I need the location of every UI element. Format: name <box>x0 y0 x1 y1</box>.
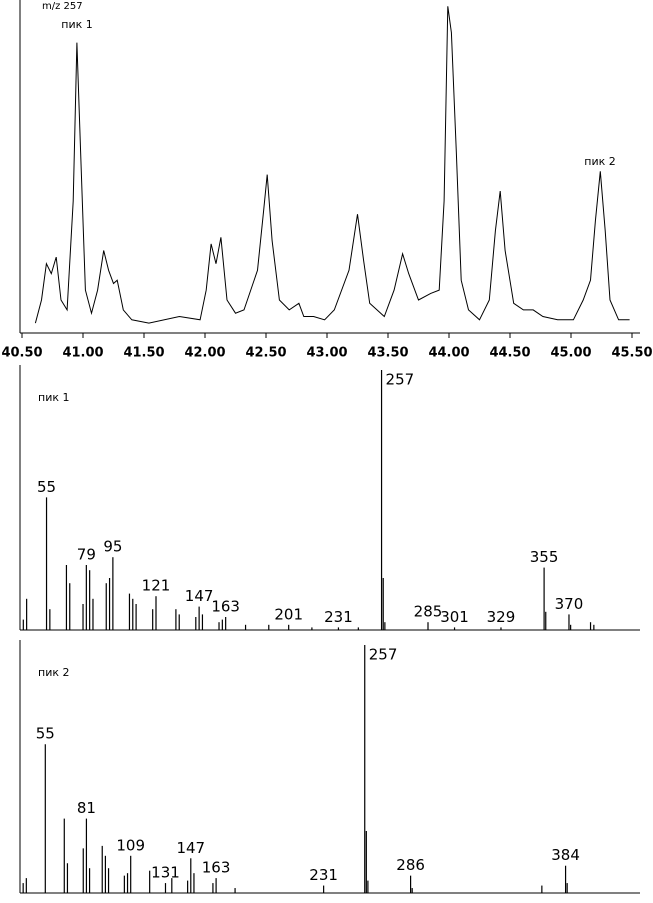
peak-label: 286 <box>396 856 425 874</box>
x-tick-label: 45.50 <box>611 346 652 361</box>
peak-label: 131 <box>151 864 180 882</box>
x-tick-label: 42.50 <box>245 346 286 361</box>
chart-title: m/z 257 <box>42 1 83 12</box>
peak-label: 109 <box>116 836 145 854</box>
x-tick-label: 45.00 <box>550 346 591 361</box>
peak-label: 201 <box>274 605 303 623</box>
peak-label: 384 <box>551 846 580 864</box>
peak-label: 121 <box>142 577 171 595</box>
peak-label: 329 <box>487 608 516 626</box>
chart-title: пик 1 <box>38 391 69 404</box>
peak-label: 147 <box>185 587 214 605</box>
peak-label: 355 <box>530 548 559 566</box>
peak-label: 55 <box>36 725 55 743</box>
x-tick-label: 43.00 <box>306 346 347 361</box>
peak-label: 163 <box>211 598 240 616</box>
peak-label: 370 <box>555 595 584 613</box>
x-tick-label: 44.00 <box>428 346 469 361</box>
peak-label: 79 <box>77 546 96 564</box>
x-tick-label: 41.00 <box>62 346 103 361</box>
annotation: пик 2 <box>584 155 615 168</box>
peak-label: 257 <box>369 646 398 664</box>
annotation: пик 1 <box>61 18 92 31</box>
x-tick-label: 42.00 <box>184 346 225 361</box>
peak-label: 231 <box>309 866 338 884</box>
peak-label: 163 <box>202 859 231 877</box>
peak-label: 231 <box>324 608 353 626</box>
x-tick-label: 43.50 <box>367 346 408 361</box>
x-tick-label: 41.50 <box>123 346 164 361</box>
peak-label: 285 <box>414 603 443 621</box>
chart-title: пик 2 <box>38 666 69 679</box>
peak-label: 95 <box>103 538 122 556</box>
peak-label: 81 <box>77 799 96 817</box>
peak-label: 147 <box>176 839 205 857</box>
peak-label: 257 <box>386 371 415 389</box>
x-tick-label: 44.50 <box>489 346 530 361</box>
peak-label: 55 <box>37 478 56 496</box>
trace-line <box>34 6 630 324</box>
x-tick-label: 40.50 <box>1 346 42 361</box>
peak-label: 301 <box>440 608 469 626</box>
